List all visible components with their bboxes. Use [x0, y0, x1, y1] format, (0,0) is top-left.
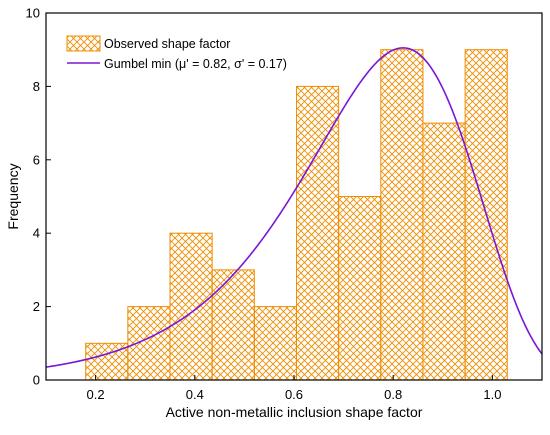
x-tick-label: 0.4	[186, 387, 204, 402]
histogram-bar	[253, 306, 297, 381]
legend-label-histogram: Observed shape factor	[104, 37, 230, 51]
histogram-bar	[338, 196, 382, 381]
y-tick-label: 6	[33, 152, 40, 167]
x-tick-label: 0.8	[384, 387, 402, 402]
histogram-bar	[422, 122, 466, 381]
legend-swatch-histogram	[66, 35, 101, 52]
y-tick-label: 4	[33, 226, 40, 241]
y-tick-label: 0	[33, 373, 40, 388]
legend: Observed shape factor Gumbel min (μ' = 0…	[66, 35, 287, 71]
y-tick-label: 2	[33, 299, 40, 314]
gumbel-curve	[46, 47, 542, 368]
y-tick-label: 8	[33, 79, 40, 94]
x-tick-label: 1.0	[483, 387, 501, 402]
histogram-bar	[127, 306, 171, 381]
histogram-bars	[85, 49, 508, 381]
histogram-bar	[380, 49, 424, 381]
histogram-bar	[295, 85, 340, 381]
histogram-bar	[211, 269, 255, 381]
y-axis-title: Frequency	[5, 163, 21, 229]
x-tick-label: 0.2	[87, 387, 105, 402]
histogram-bar	[169, 232, 213, 381]
legend-label-curve: Gumbel min (μ' = 0.82, σ' = 0.17)	[104, 57, 287, 71]
x-axis-title: Active non-metallic inclusion shape fact…	[166, 404, 423, 420]
x-axis-ticks: 0.2 0.4 0.6 0.8 1.0	[87, 375, 501, 402]
y-tick-label: 10	[26, 6, 40, 21]
x-tick-label: 0.6	[285, 387, 303, 402]
y-axis-ticks: 0 2 4 6 8 10	[26, 6, 51, 388]
